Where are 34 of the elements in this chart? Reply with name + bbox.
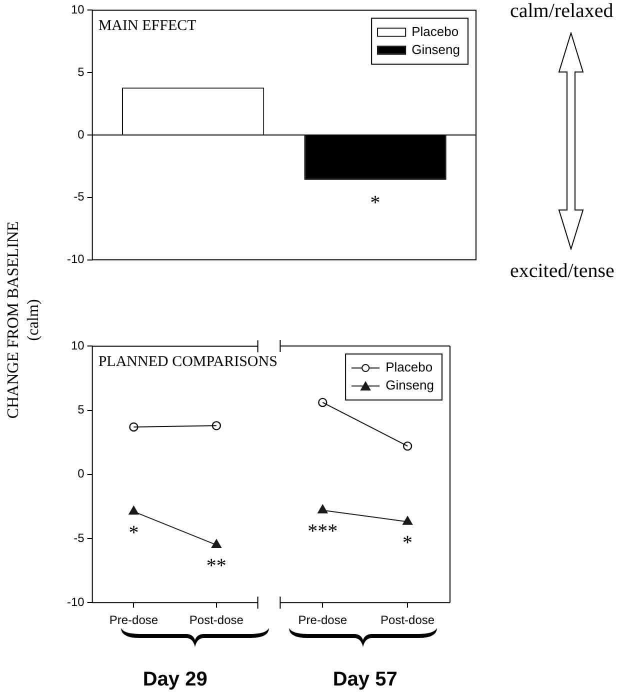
x-tick-label: Pre-dose <box>109 613 158 628</box>
y-axis-title: CHANGE FROM BASELINE (calm) <box>4 220 43 421</box>
annotation: *** <box>308 520 338 542</box>
point <box>129 422 138 432</box>
annotation: * <box>402 532 413 554</box>
x-axis-title: Day 29 <box>142 668 208 691</box>
x-tick-label: Post-dose <box>380 613 435 628</box>
x-tick-label: Pre-dose <box>298 613 348 628</box>
point <box>402 441 412 451</box>
y-tick-label: -10 <box>67 252 85 266</box>
y-tick-label: 5 <box>78 402 85 417</box>
annotation: ** <box>206 555 226 578</box>
annotation: * <box>128 522 139 544</box>
x-tick-label: Post-dose <box>189 613 244 628</box>
y-tick-label: -5 <box>74 530 85 545</box>
y-tick-label: -5 <box>74 190 85 204</box>
text: calm/relaxed <box>510 0 614 23</box>
point <box>318 398 328 408</box>
y-tick-label: 10 <box>70 338 85 353</box>
legend-label: Ginseng <box>386 378 434 393</box>
legend-label: Placebo <box>412 24 459 39</box>
x-axis-title: Day 57 <box>332 668 398 691</box>
point <box>212 421 222 430</box>
legend-label: Placebo <box>386 360 433 375</box>
y-tick-label: 5 <box>78 64 85 79</box>
text: MAIN EFFECT <box>98 18 196 36</box>
text: PLANNED COMPARISONS <box>98 354 278 372</box>
y-tick-label: 0 <box>78 127 85 142</box>
text: excited/tense <box>510 260 614 283</box>
annotation: * <box>370 192 380 214</box>
y-tick-label: 0 <box>78 466 85 481</box>
y-tick-label: -10 <box>67 594 85 609</box>
legend-label: Ginseng <box>412 42 460 57</box>
y-tick-label: 10 <box>70 2 85 17</box>
